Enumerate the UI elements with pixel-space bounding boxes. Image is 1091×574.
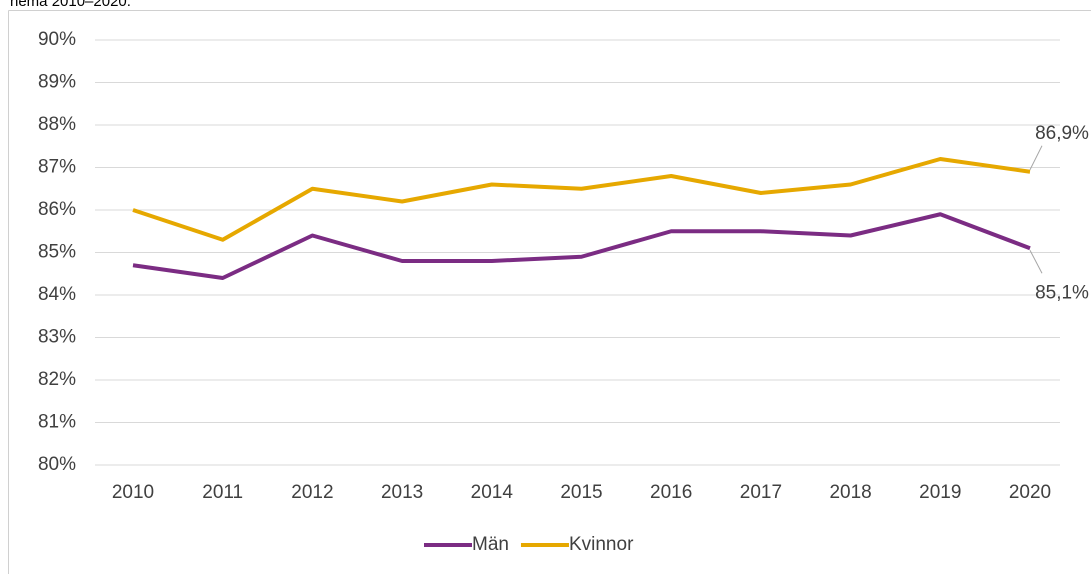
series-line <box>132 157 1031 242</box>
leader-line <box>1029 145 1043 170</box>
x-tick-label: 2016 <box>650 482 692 503</box>
x-tick-label: 2010 <box>112 482 154 503</box>
y-tick-label: 84% <box>38 284 76 305</box>
chart-title: hema 2010–2020. <box>10 0 131 10</box>
y-tick-label: 86% <box>38 199 76 220</box>
leader-line <box>1029 250 1043 274</box>
y-tick-label: 83% <box>38 327 76 348</box>
x-tick-label: 2012 <box>291 482 333 503</box>
y-tick-label: 82% <box>38 369 76 390</box>
y-tick-label: 87% <box>38 157 76 178</box>
y-tick-label: 88% <box>38 114 76 135</box>
x-tick-label: 2015 <box>560 482 602 503</box>
x-tick-label: 2014 <box>471 482 514 503</box>
y-tick-label: 80% <box>38 454 76 475</box>
y-tick-label: 81% <box>38 412 76 433</box>
data-label: 86,9% <box>1035 123 1089 144</box>
legend-label: Kvinnor <box>569 534 634 555</box>
x-tick-label: 2013 <box>381 482 423 503</box>
series-line <box>132 212 1031 280</box>
y-tick-label: 85% <box>38 242 76 263</box>
y-tick-label: 90% <box>38 29 76 50</box>
x-tick-label: 2019 <box>919 482 961 503</box>
y-tick-label: 89% <box>38 72 76 93</box>
x-tick-label: 2017 <box>740 482 782 503</box>
x-tick-label: 2018 <box>829 482 871 503</box>
x-tick-label: 2020 <box>1009 482 1051 503</box>
x-tick-label: 2011 <box>202 482 243 503</box>
legend-label: Män <box>472 534 509 555</box>
data-label: 85,1% <box>1035 282 1089 303</box>
